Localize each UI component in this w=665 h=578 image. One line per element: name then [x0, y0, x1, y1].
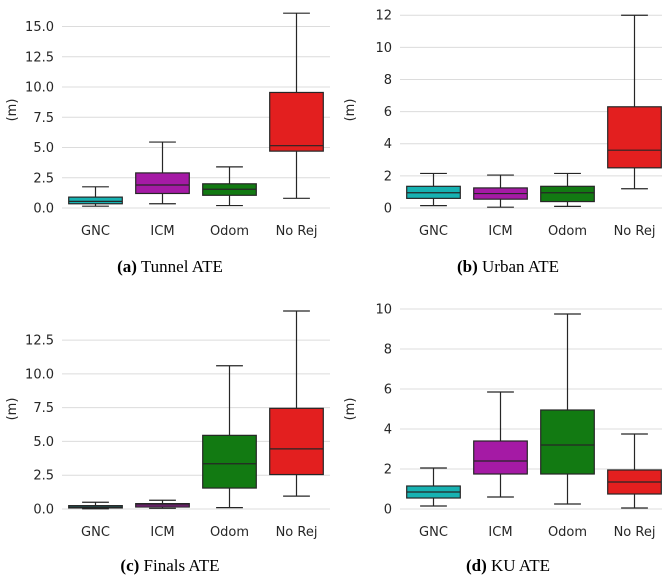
y-tick-label: 12.5 [25, 50, 54, 65]
caption-text: Tunnel ATE [141, 257, 223, 276]
y-tick-label: 2 [384, 463, 392, 478]
y-tick-label: 2.5 [33, 469, 54, 484]
y-tick-label: 0.0 [33, 503, 54, 518]
iqr-box [269, 407, 324, 476]
y-tick-label: 10.0 [25, 367, 54, 382]
x-tick-label: No Rej [276, 525, 318, 540]
caption-label: (b) [457, 257, 478, 276]
box-icm [473, 391, 528, 498]
x-tick-label: ICM [488, 525, 512, 540]
caption-label: (d) [466, 556, 487, 575]
y-tick-label: 15.0 [25, 20, 54, 35]
y-tick-label: 0 [384, 503, 392, 518]
subfigure-caption: (b) Urban ATE [457, 257, 559, 276]
iqr-box [540, 185, 595, 203]
iqr-box [473, 440, 528, 475]
y-tick-label: 0 [384, 202, 392, 217]
x-tick-label: GNC [419, 525, 448, 540]
y-axis-label: (m) [5, 99, 20, 122]
iqr-box [540, 409, 595, 475]
y-tick-label: 4 [384, 423, 392, 438]
box-gnc [68, 501, 123, 510]
box-odom [540, 313, 595, 505]
subfigure-caption: (a) Tunnel ATE [117, 257, 223, 276]
y-tick-label: 10 [375, 303, 392, 318]
y-tick-label: 4 [384, 137, 392, 152]
x-tick-label: No Rej [614, 224, 656, 239]
subfigure-caption: (d) KU ATE [466, 556, 550, 575]
x-tick-label: No Rej [614, 525, 656, 540]
subfigure-caption: (c) Finals ATE [120, 556, 219, 575]
y-tick-label: 5.0 [33, 435, 54, 450]
box-odom [202, 166, 257, 207]
box-gnc [406, 467, 461, 507]
box-gnc [68, 186, 123, 207]
caption-text: Urban ATE [482, 257, 559, 276]
y-axis-label: (m) [343, 99, 358, 122]
box-no-rej [607, 433, 662, 509]
box-icm [135, 141, 190, 205]
y-tick-label: 5.0 [33, 141, 54, 156]
y-tick-label: 10 [375, 41, 392, 56]
caption-label: (a) [117, 257, 137, 276]
iqr-box [202, 434, 257, 489]
iqr-box [607, 106, 662, 169]
y-tick-label: 7.5 [33, 401, 54, 416]
iqr-box [135, 172, 190, 195]
y-tick-label: 7.5 [33, 111, 54, 126]
y-tick-label: 12 [375, 9, 392, 24]
y-tick-label: 0.0 [33, 202, 54, 217]
x-tick-label: GNC [81, 525, 110, 540]
box-no-rej [607, 14, 662, 190]
x-tick-label: Odom [548, 224, 587, 239]
y-tick-label: 6 [384, 105, 392, 120]
y-axis-label: (m) [5, 398, 20, 421]
box-icm [135, 499, 190, 509]
box-icm [473, 174, 528, 208]
chart-panel-2: 0.0 2.5 5.0 7.5 10.0 12.5 (m) GNC ICM Odom No Rej (… [5, 310, 330, 575]
y-axis-label: (m) [343, 398, 358, 421]
x-tick-label: No Rej [276, 224, 318, 239]
x-tick-label: Odom [210, 224, 249, 239]
y-tick-label: 8 [384, 73, 392, 88]
y-tick-label: 6 [384, 383, 392, 398]
x-tick-label: Odom [210, 525, 249, 540]
x-tick-label: ICM [150, 224, 174, 239]
x-tick-label: ICM [150, 525, 174, 540]
chart-panel-1: 0 2 4 6 8 10 12 (m) GNC ICM Odom No Rej (b) Urban AT… [343, 9, 662, 276]
box-odom [540, 172, 595, 207]
chart-panel-0: 0.0 2.5 5.0 7.5 10.0 12.5 15.0 (m) GNC ICM Odom No … [5, 12, 330, 276]
y-tick-label: 8 [384, 343, 392, 358]
caption-text: KU ATE [491, 556, 550, 575]
y-tick-label: 2.5 [33, 171, 54, 186]
iqr-box [269, 91, 324, 152]
box-no-rej [269, 310, 324, 497]
x-tick-label: ICM [488, 224, 512, 239]
y-tick-label: 2 [384, 169, 392, 184]
caption-label: (c) [120, 556, 139, 575]
x-tick-label: Odom [548, 525, 587, 540]
box-odom [202, 365, 257, 509]
x-tick-label: GNC [81, 224, 110, 239]
x-tick-label: GNC [419, 224, 448, 239]
box-no-rej [269, 12, 324, 199]
chart-panel-3: 0 2 4 6 8 10 (m) GNC ICM Odom No Rej (d) KU ATE [343, 303, 662, 575]
y-tick-label: 10.0 [25, 81, 54, 96]
box-gnc [406, 172, 461, 207]
y-tick-label: 12.5 [25, 334, 54, 349]
caption-text: Finals ATE [144, 556, 220, 575]
iqr-box [68, 196, 123, 205]
